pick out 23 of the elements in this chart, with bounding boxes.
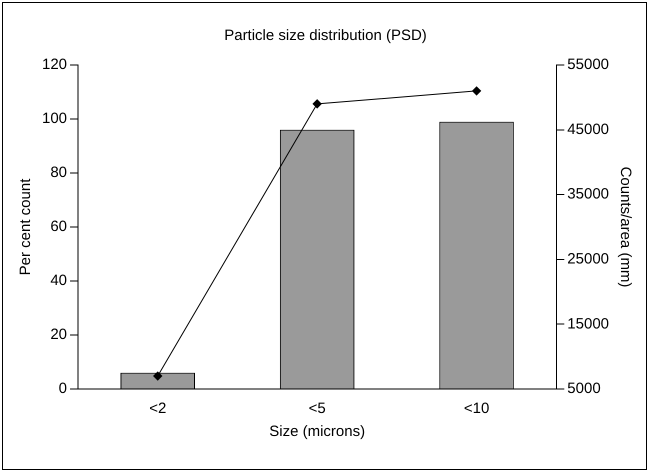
y2-tick-label: 45000 — [567, 120, 610, 138]
y-tick-label: 20 — [50, 326, 68, 344]
y-tick-label: 120 — [42, 56, 68, 74]
x-tick-label: <5 — [308, 400, 326, 418]
y2-axis-title: Counts/area (mm) — [616, 166, 634, 288]
y-tick-label: 60 — [50, 218, 68, 236]
y-tick-label: 80 — [50, 164, 68, 182]
x-axis-title: Size (microns) — [269, 423, 366, 440]
point — [472, 86, 482, 96]
x-tick-label: <10 — [464, 400, 490, 418]
y2-tick-label: 35000 — [567, 186, 610, 203]
x-tick-label: <2 — [149, 400, 166, 418]
y-tick-label: 40 — [50, 272, 68, 290]
y2-tick-label: 5000 — [567, 380, 601, 398]
chart-title: Particle size distribution (PSD) — [224, 27, 427, 44]
y2-tick-label: 55000 — [567, 56, 610, 74]
y2-tick-label: 25000 — [567, 250, 610, 268]
y-tick-label: 0 — [58, 380, 68, 398]
y-tick-label: 100 — [42, 110, 68, 128]
y2-tick-label: 15000 — [567, 315, 610, 332]
point — [153, 372, 162, 381]
y-axis-title: Per cent count — [17, 178, 34, 276]
point — [312, 99, 322, 108]
